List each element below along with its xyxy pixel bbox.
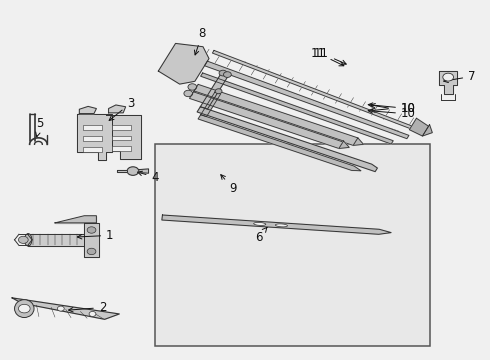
- Circle shape: [215, 89, 222, 94]
- Polygon shape: [106, 114, 141, 159]
- Text: 10: 10: [401, 102, 416, 115]
- Bar: [155, 144, 430, 346]
- Text: 7: 7: [444, 70, 476, 83]
- Polygon shape: [353, 138, 364, 145]
- Circle shape: [188, 84, 196, 90]
- Circle shape: [184, 90, 193, 97]
- Text: 3: 3: [109, 97, 134, 121]
- Text: 1: 1: [77, 229, 114, 242]
- Polygon shape: [439, 71, 458, 94]
- Polygon shape: [158, 44, 209, 84]
- Circle shape: [219, 70, 227, 76]
- Circle shape: [87, 227, 96, 233]
- Polygon shape: [194, 85, 358, 145]
- Polygon shape: [77, 114, 112, 160]
- Bar: [112, 146, 131, 151]
- Circle shape: [19, 236, 28, 243]
- Polygon shape: [422, 125, 432, 136]
- Ellipse shape: [254, 222, 266, 225]
- Polygon shape: [200, 74, 228, 109]
- Text: 2: 2: [69, 301, 106, 314]
- Bar: [83, 125, 102, 130]
- Polygon shape: [139, 169, 148, 173]
- Polygon shape: [117, 170, 127, 172]
- Polygon shape: [109, 105, 125, 113]
- Polygon shape: [79, 107, 97, 113]
- Text: 10: 10: [368, 107, 416, 120]
- Text: 8: 8: [195, 27, 206, 55]
- Circle shape: [89, 311, 96, 316]
- Polygon shape: [213, 50, 424, 133]
- Circle shape: [223, 72, 231, 77]
- Circle shape: [443, 73, 454, 81]
- Text: 11: 11: [311, 47, 344, 66]
- Polygon shape: [409, 118, 429, 136]
- Text: 10: 10: [368, 102, 416, 115]
- Polygon shape: [201, 92, 220, 117]
- Text: 4: 4: [138, 171, 159, 184]
- Text: 9: 9: [221, 175, 237, 195]
- Text: 5: 5: [36, 117, 44, 137]
- Ellipse shape: [24, 234, 32, 246]
- Bar: [112, 125, 131, 130]
- Text: 11: 11: [314, 47, 346, 64]
- Circle shape: [19, 304, 30, 313]
- Bar: [83, 136, 102, 141]
- Circle shape: [57, 306, 64, 311]
- Polygon shape: [198, 115, 361, 171]
- Polygon shape: [201, 73, 393, 144]
- Polygon shape: [84, 223, 99, 257]
- Circle shape: [127, 167, 139, 175]
- Polygon shape: [339, 141, 349, 148]
- Ellipse shape: [15, 300, 34, 318]
- Polygon shape: [28, 234, 84, 246]
- Polygon shape: [197, 107, 377, 172]
- Polygon shape: [204, 61, 409, 139]
- Text: 6: 6: [255, 228, 267, 244]
- Polygon shape: [190, 91, 343, 148]
- Circle shape: [87, 248, 96, 255]
- Bar: [112, 136, 131, 140]
- Polygon shape: [55, 216, 97, 223]
- Polygon shape: [162, 215, 391, 234]
- Bar: [83, 147, 102, 152]
- Polygon shape: [12, 298, 119, 319]
- Ellipse shape: [275, 224, 288, 227]
